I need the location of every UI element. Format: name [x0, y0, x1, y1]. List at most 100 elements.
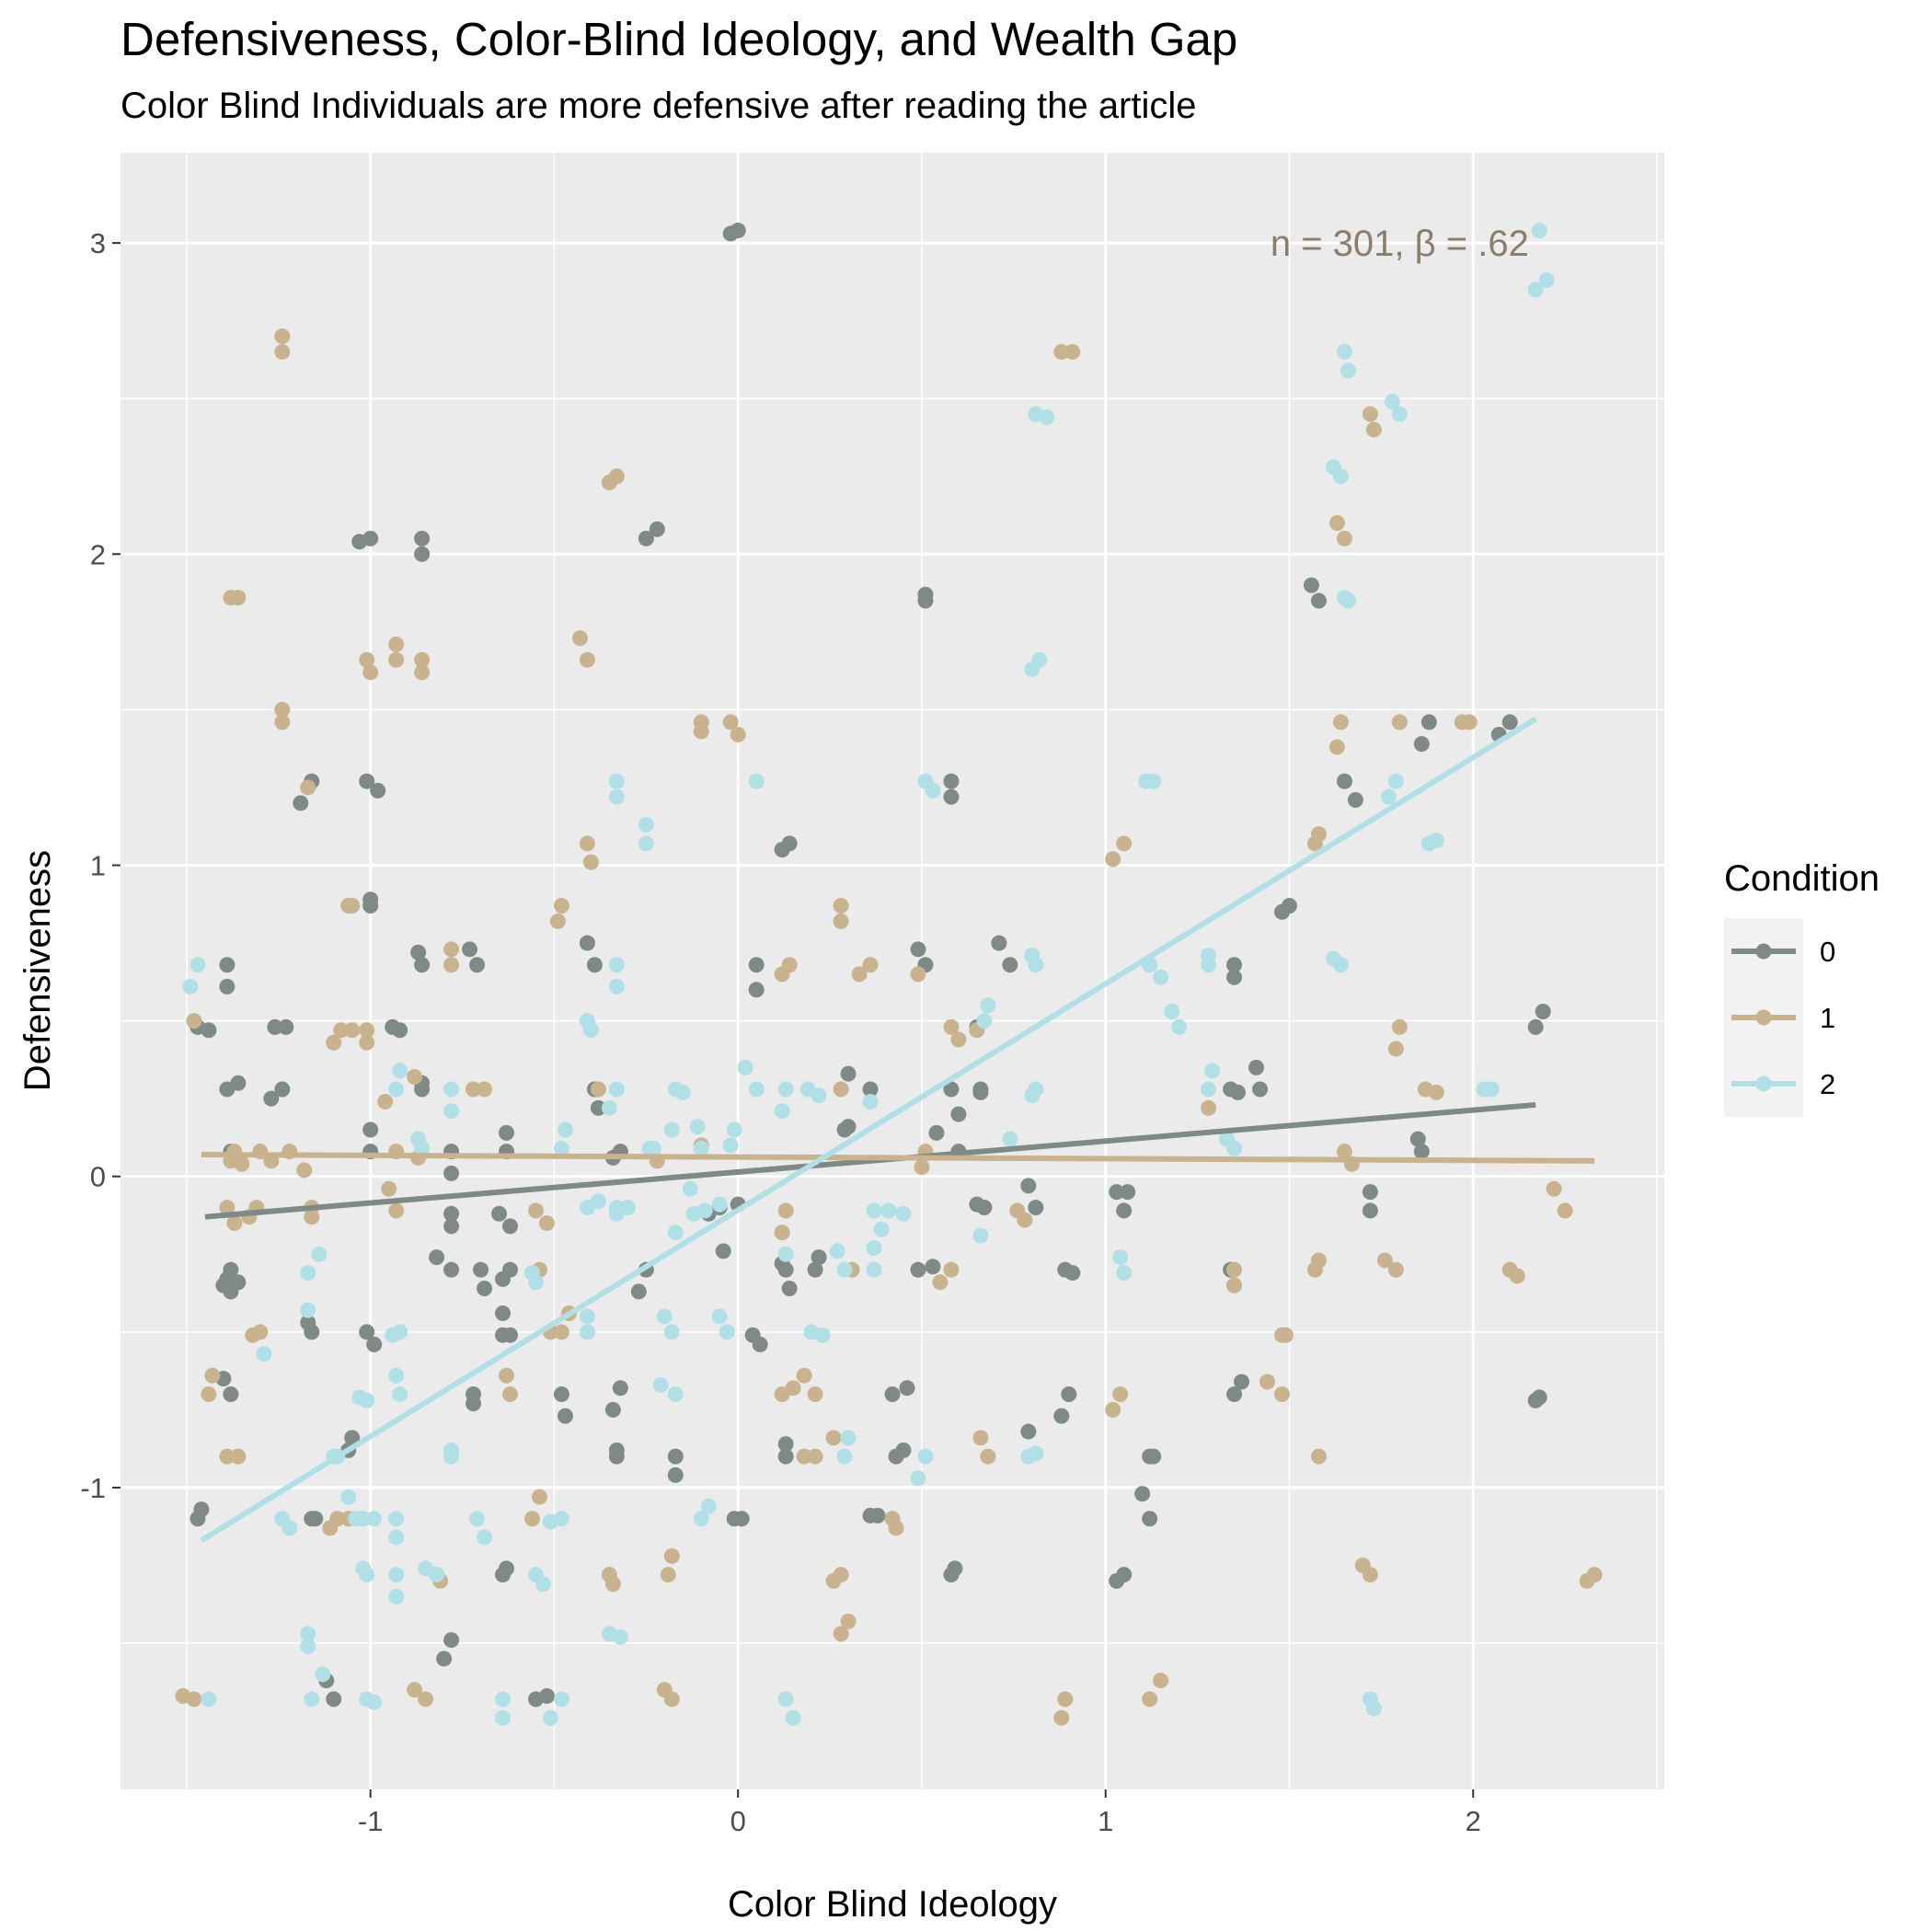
- x-tick-label: 2: [1466, 1805, 1481, 1837]
- data-point-condition-1: [226, 1214, 243, 1231]
- data-point-condition-0: [604, 1401, 621, 1418]
- data-point-condition-1: [796, 1367, 812, 1384]
- data-point-condition-0: [1226, 957, 1243, 973]
- data-point-condition-0: [491, 1205, 508, 1222]
- data-point-condition-2: [608, 1081, 625, 1098]
- data-point-condition-1: [943, 1018, 960, 1035]
- legend-label: 0: [1820, 936, 1835, 968]
- data-point-condition-2: [1380, 788, 1397, 805]
- y-tick-label: 1: [90, 850, 106, 882]
- data-point-condition-2: [980, 997, 996, 1014]
- data-point-condition-0: [392, 1022, 408, 1039]
- data-point-condition-1: [186, 1013, 202, 1029]
- data-point-condition-2: [495, 1691, 512, 1708]
- data-point-condition-2: [608, 773, 625, 789]
- data-point-condition-2: [1365, 1700, 1382, 1717]
- data-point-condition-0: [501, 1218, 518, 1235]
- data-point-condition-0: [1413, 1144, 1430, 1160]
- data-point-condition-1: [796, 1448, 812, 1465]
- data-point-condition-0: [230, 1274, 247, 1291]
- data-point-condition-1: [443, 941, 460, 958]
- data-point-condition-1: [840, 1613, 857, 1629]
- data-point-condition-2: [388, 1367, 405, 1384]
- data-point-condition-0: [1145, 1448, 1162, 1465]
- data-point-condition-2: [737, 1059, 753, 1075]
- data-point-condition-0: [1020, 1423, 1037, 1440]
- data-point-condition-0: [1226, 1386, 1243, 1402]
- data-point-condition-2: [645, 1140, 661, 1156]
- data-point-condition-1: [1391, 1018, 1408, 1035]
- data-point-condition-1: [862, 957, 879, 973]
- data-point-condition-1: [1053, 1709, 1070, 1726]
- data-point-condition-0: [1362, 1184, 1378, 1201]
- data-point-condition-1: [527, 1202, 544, 1219]
- data-point-condition-1: [1546, 1180, 1562, 1197]
- data-point-condition-0: [1230, 1084, 1247, 1100]
- data-point-condition-1: [1428, 1084, 1444, 1100]
- data-point-condition-2: [862, 1094, 879, 1110]
- data-point-condition-1: [1376, 1252, 1393, 1269]
- data-point-condition-0: [230, 1075, 247, 1091]
- legend-items: 0 1 2: [1731, 936, 1835, 1100]
- data-point-condition-2: [304, 1691, 320, 1708]
- data-point-condition-0: [1028, 1200, 1044, 1216]
- y-tick-label: -1: [80, 1472, 106, 1504]
- data-point-condition-1: [407, 1068, 423, 1085]
- data-point-condition-0: [344, 1430, 361, 1446]
- data-point-condition-2: [1428, 832, 1444, 848]
- data-point-condition-0: [638, 530, 654, 546]
- data-point-condition-2: [1031, 651, 1048, 668]
- data-point-condition-2: [1204, 1063, 1221, 1079]
- data-point-condition-2: [1028, 1445, 1044, 1462]
- data-point-condition-1: [1053, 343, 1070, 360]
- data-point-condition-2: [1387, 773, 1404, 789]
- data-point-condition-2: [811, 1087, 827, 1104]
- data-point-condition-2: [1116, 1265, 1133, 1282]
- data-point-condition-0: [443, 1218, 460, 1235]
- data-point-condition-1: [274, 701, 291, 718]
- x-tick-label: 0: [730, 1805, 746, 1837]
- data-point-condition-1: [219, 1200, 236, 1216]
- data-point-condition-0: [1116, 1567, 1133, 1583]
- data-point-condition-2: [1340, 592, 1356, 609]
- data-point-condition-0: [429, 1249, 445, 1266]
- data-point-condition-1: [663, 1547, 680, 1564]
- data-point-condition-2: [689, 1119, 706, 1135]
- data-point-condition-2: [711, 1196, 728, 1213]
- data-point-condition-1: [1064, 343, 1081, 360]
- data-point-condition-0: [777, 1261, 794, 1278]
- data-point-condition-2: [359, 1392, 375, 1409]
- data-point-condition-2: [1384, 394, 1400, 410]
- data-point-condition-1: [219, 1448, 236, 1465]
- data-point-condition-1: [553, 1324, 569, 1340]
- fit-line-condition-1: [201, 1152, 1595, 1164]
- data-point-condition-0: [307, 1511, 324, 1527]
- data-point-condition-2: [711, 1308, 728, 1325]
- data-point-condition-0: [1535, 1003, 1551, 1019]
- data-point-condition-1: [414, 651, 431, 668]
- x-axis-ticks: -1 0 1 2: [358, 1789, 1481, 1837]
- data-point-condition-2: [652, 1376, 669, 1393]
- data-point-condition-0: [293, 795, 309, 811]
- data-point-condition-0: [443, 1632, 460, 1649]
- data-point-condition-1: [972, 1430, 989, 1446]
- data-point-condition-0: [1303, 577, 1319, 593]
- data-point-condition-1: [833, 1081, 849, 1098]
- data-point-condition-2: [1538, 272, 1555, 289]
- data-point-condition-0: [869, 1507, 886, 1524]
- data-point-condition-1: [1332, 714, 1349, 730]
- legend: Condition 0 1 2: [1724, 858, 1880, 1117]
- data-point-condition-0: [362, 1121, 379, 1138]
- data-point-condition-1: [807, 1448, 823, 1465]
- data-point-condition-0: [466, 1396, 482, 1412]
- x-tick-label: 1: [1098, 1805, 1113, 1837]
- data-point-condition-0: [1248, 1059, 1265, 1075]
- data-point-condition-1: [579, 835, 595, 852]
- data-point-condition-0: [223, 1261, 239, 1278]
- data-point-condition-2: [443, 1448, 460, 1465]
- data-point-condition-2: [590, 1193, 606, 1210]
- data-point-condition-2: [638, 817, 654, 834]
- data-point-condition-2: [719, 1324, 735, 1340]
- data-point-condition-2: [726, 1121, 742, 1138]
- data-point-condition-0: [991, 935, 1007, 951]
